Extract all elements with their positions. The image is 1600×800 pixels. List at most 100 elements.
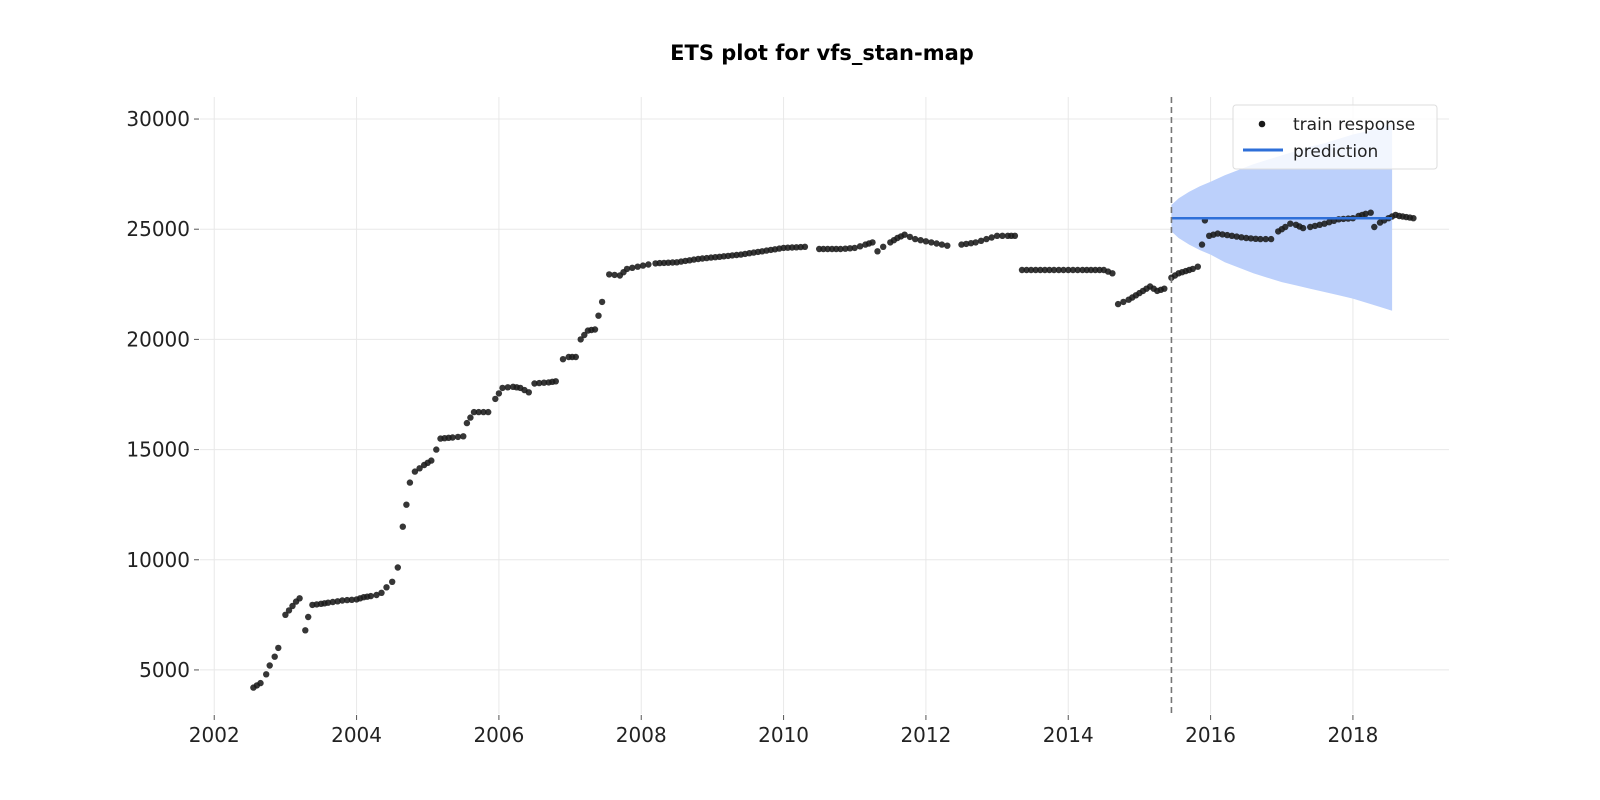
train-point [1050,266,1058,274]
x-tick-label: 2016 [1185,723,1236,747]
y-tick-label: 10000 [126,548,190,572]
train-point [1114,300,1122,308]
train-point [406,479,414,486]
train-point [880,243,887,250]
train-point [837,245,844,253]
train-point [623,265,631,273]
train-point [1055,266,1063,274]
train-point [993,232,1001,239]
train-point [525,389,532,396]
train-point [1189,265,1197,273]
legend-marker-train-response [1258,120,1266,128]
train-point [1037,266,1044,274]
train-point [1027,266,1035,274]
train-point [428,457,435,464]
train-point [958,241,965,248]
train-point [928,239,935,246]
train-point [1410,215,1417,222]
y-axis-ticks: 5000 10000 15000 20000 25000 30000 [126,107,199,682]
train-point [983,235,990,243]
train-point [285,607,293,614]
train-point [343,596,351,604]
train-point [1120,298,1127,306]
train-point [944,242,951,249]
train-point [645,261,652,268]
train-point [917,237,924,244]
train-point [302,627,309,634]
train-point [394,564,401,571]
train-point [1367,209,1374,216]
train-point [1011,232,1019,239]
train-point [988,234,995,241]
train-point [266,662,273,669]
train-point [1041,266,1049,274]
train-point [454,433,462,441]
train-point [383,584,390,591]
train-point [1316,221,1323,228]
train-point [1023,266,1030,274]
train-point [967,240,975,247]
train-point [389,578,396,585]
train-point [856,243,864,250]
train-point [348,596,355,603]
legend: train response prediction [1232,104,1438,170]
train-point [480,408,487,416]
x-tick-label: 2010 [758,723,809,747]
y-tick-label: 5000 [139,658,190,682]
train-point [1307,223,1314,231]
train-point [842,245,849,252]
train-point [901,231,908,238]
train-point [977,237,985,244]
train-point [1065,266,1072,274]
train-point [1161,285,1168,292]
train-point [1046,266,1053,274]
train-point [1362,210,1369,217]
train-point [552,378,559,385]
train-point [289,602,296,610]
y-tick-label: 15000 [126,438,190,462]
train-point [874,248,881,255]
train-point [1074,266,1081,274]
train-point [1109,270,1116,277]
train-point [1247,235,1255,242]
train-point [595,312,602,319]
train-point [1262,235,1269,243]
train-point [869,239,876,246]
train-point [1299,224,1307,232]
x-axis-ticks: 2002 2004 2006 2008 2010 2012 2014 2016 2018 [189,715,1378,747]
train-point [938,241,946,248]
train-point [972,239,979,246]
train-point [1224,231,1231,239]
train-point [1032,266,1039,274]
train-point [367,592,374,600]
train-point [467,414,474,421]
x-tick-label: 2008 [616,723,667,747]
train-point [577,336,584,343]
train-point [846,245,854,252]
train-point [912,235,919,243]
train-point [999,232,1006,239]
train-point [851,244,858,252]
train-point [449,434,456,441]
train-point [504,384,511,391]
train-point [606,271,613,278]
train-point [492,395,499,403]
train-point [1214,230,1221,237]
train-point [629,264,636,271]
x-tick-label: 2002 [189,723,240,747]
y-tick-label: 25000 [126,217,190,241]
train-point [305,613,312,621]
train-point [282,611,289,618]
train-point [499,384,506,392]
train-point [399,523,406,530]
train-point [572,353,579,361]
train-point [1233,233,1240,240]
train-point [1228,232,1236,239]
train-point [634,263,641,270]
train-point [463,419,471,427]
x-tick-label: 2004 [331,723,382,747]
train-point [485,408,492,416]
x-tick-label: 2012 [900,723,951,747]
train-point [1243,234,1250,242]
train-point [411,468,419,475]
